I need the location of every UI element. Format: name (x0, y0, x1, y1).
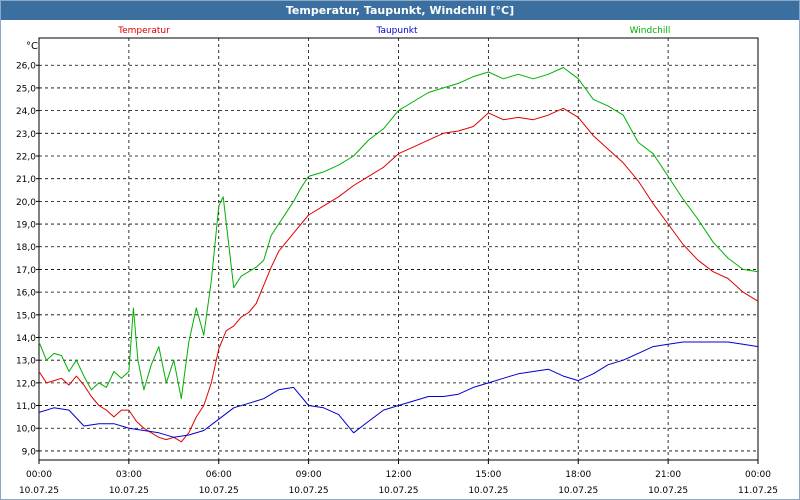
legend-entry-taupunkt: Taupunkt (375, 26, 418, 36)
x-tick-time: 00:00 (745, 470, 771, 480)
x-tick-time: 15:00 (475, 470, 501, 480)
x-tick-date: 10.07.25 (289, 486, 329, 496)
y-tick-labels: 26,0 25,0 24,0 23,0 22,0 21,0 20,0 19,0 18,0 17,0… (16, 62, 36, 458)
x-tick-time: 09:00 (296, 470, 322, 480)
plot-frame (38, 37, 759, 461)
x-tick-date: 10.07.25 (648, 486, 688, 496)
y-tick-label: 20,0 (16, 198, 36, 208)
series-lines (38, 67, 759, 443)
y-tick-label: 21,0 (16, 175, 36, 185)
x-tick-time: 00:00 (26, 470, 52, 480)
series-line-windchill (38, 67, 759, 400)
axes (36, 37, 759, 464)
y-tick-label: 17,0 (16, 266, 36, 276)
x-tick-date: 10.07.25 (199, 486, 239, 496)
y-tick-label: 16,0 (16, 289, 36, 299)
x-tick-time: 12:00 (386, 470, 412, 480)
y-tick-label: 25,0 (16, 84, 36, 94)
grid (39, 38, 758, 460)
y-tick-label: 11,0 (16, 402, 36, 412)
window-title: Temperatur, Taupunkt, Windchill [°C] (1, 1, 799, 20)
y-tick-label: 18,0 (16, 243, 36, 253)
y-tick-label: 22,0 (16, 152, 36, 162)
legend-entry-temperatur: Temperatur (117, 26, 170, 36)
x-tick-labels: 00:00 10.07.25 03:00 10.07.25 06:00 10.07.25 0… (19, 470, 778, 496)
x-tick-time: 03:00 (116, 470, 142, 480)
y-tick-label: 24,0 (16, 107, 36, 117)
x-tick-date: 10.07.25 (378, 486, 418, 496)
x-tick-time: 21:00 (655, 470, 681, 480)
x-tick-time: 06:00 (206, 470, 232, 480)
x-tick-date: 11.07.25 (738, 486, 778, 496)
y-tick-label: 15,0 (16, 311, 36, 321)
y-tick-label: 26,0 (16, 62, 36, 72)
x-tick-date: 10.07.25 (109, 486, 149, 496)
y-tick-label: 9,0 (22, 447, 37, 457)
y-tick-label: 10,0 (16, 425, 36, 435)
y-tick-label: 13,0 (16, 357, 36, 367)
legend: Temperatur Taupunkt Windchill (117, 26, 670, 36)
x-tick-time: 18:00 (565, 470, 591, 480)
series-line-temperatur (38, 107, 759, 443)
y-tick-label: 19,0 (16, 221, 36, 231)
y-tick-label: 12,0 (16, 379, 36, 389)
y-tick-label: 14,0 (16, 334, 36, 344)
y-axis-unit-label: °C (26, 41, 38, 52)
x-tick-date: 10.07.25 (19, 486, 59, 496)
x-tick-date: 10.07.25 (558, 486, 598, 496)
x-tick-date: 10.07.25 (468, 486, 508, 496)
legend-entry-windchill: Windchill (630, 26, 671, 36)
series-line-taupunkt (38, 341, 759, 438)
y-tick-label: 23,0 (16, 130, 36, 140)
